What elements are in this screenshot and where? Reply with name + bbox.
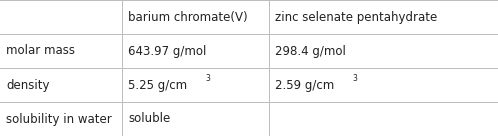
Text: 2.59 g/cm: 2.59 g/cm [275,78,334,92]
Text: 5.25 g/cm: 5.25 g/cm [128,78,187,92]
Text: 3: 3 [353,74,358,83]
Text: 3: 3 [206,74,211,83]
Text: zinc selenate pentahydrate: zinc selenate pentahydrate [275,10,437,24]
Text: density: density [6,78,49,92]
Text: molar mass: molar mass [6,44,75,58]
Text: 298.4 g/mol: 298.4 g/mol [275,44,346,58]
Text: barium chromate(V): barium chromate(V) [128,10,248,24]
Text: 643.97 g/mol: 643.97 g/mol [128,44,206,58]
Text: solubility in water: solubility in water [6,112,112,126]
Text: soluble: soluble [128,112,170,126]
